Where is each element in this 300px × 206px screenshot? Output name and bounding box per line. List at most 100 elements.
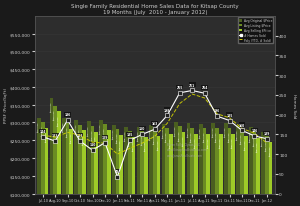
Bar <box>165 129 169 206</box>
Text: $281,000: $281,000 <box>116 132 119 143</box>
Text: $284,000: $284,000 <box>45 131 47 142</box>
Text: $294,000: $294,000 <box>112 128 115 138</box>
Bar <box>50 98 53 206</box>
Text: $346,000: $346,000 <box>54 109 56 120</box>
Bar <box>57 112 61 206</box>
Bar <box>124 128 128 206</box>
Text: $301,000: $301,000 <box>42 125 44 136</box>
Text: $284,000: $284,000 <box>166 131 168 142</box>
Text: 196: 196 <box>214 109 220 113</box>
Text: $275,000: $275,000 <box>129 135 131 145</box>
Text: $308,000: $308,000 <box>75 123 77 133</box>
Bar <box>249 128 253 206</box>
Text: 110: 110 <box>89 143 96 147</box>
Bar <box>41 123 45 206</box>
Text: $292,000: $292,000 <box>237 129 239 139</box>
Text: 43: 43 <box>115 169 119 173</box>
Bar <box>66 123 70 206</box>
Text: $286,000: $286,000 <box>250 131 252 141</box>
Bar <box>261 132 265 206</box>
Text: 135: 135 <box>127 133 133 137</box>
Text: 255: 255 <box>176 85 183 90</box>
Text: 261: 261 <box>189 83 195 87</box>
Bar <box>37 118 41 206</box>
Text: $288,000: $288,000 <box>138 130 140 140</box>
Bar <box>265 137 269 206</box>
Bar <box>244 136 247 206</box>
Text: $283,000: $283,000 <box>70 132 72 142</box>
Text: $268,000: $268,000 <box>220 137 222 147</box>
Text: 133: 133 <box>52 133 58 138</box>
Title: Single Family Residential Home Sales Data for Kitsap County
19 Months (July  201: Single Family Residential Home Sales Dat… <box>71 4 238 15</box>
Bar <box>178 127 181 206</box>
Bar <box>112 125 116 206</box>
Bar <box>53 107 57 206</box>
Text: $313,000: $313,000 <box>38 121 40 131</box>
Text: 186: 186 <box>64 113 71 117</box>
Bar <box>253 132 256 206</box>
Text: $259,000: $259,000 <box>133 140 135 151</box>
Text: 160: 160 <box>239 123 245 127</box>
Text: $285,000: $285,000 <box>229 131 230 141</box>
Text: $273,000: $273,000 <box>262 135 264 146</box>
Text: $298,000: $298,000 <box>212 126 214 137</box>
Bar <box>119 136 123 206</box>
Bar <box>107 130 111 206</box>
Text: $289,000: $289,000 <box>179 130 181 140</box>
Bar <box>70 129 73 206</box>
Text: $263,000: $263,000 <box>245 139 247 149</box>
Text: 198: 198 <box>164 108 170 112</box>
Bar <box>137 127 140 206</box>
Text: $260,000: $260,000 <box>145 140 147 150</box>
Legend: Avg Original $Price, Avg Listing $Price, Avg Selling $Price, # Homes Sold, Poly : Avg Original $Price, Avg Listing $Price,… <box>238 18 273 43</box>
Text: $296,000: $296,000 <box>163 127 164 137</box>
Bar <box>174 122 178 206</box>
Text: $268,000: $268,000 <box>232 137 234 147</box>
Bar <box>256 138 260 206</box>
Text: $264,000: $264,000 <box>120 138 122 149</box>
Y-axis label: Homes Sold: Homes Sold <box>292 93 296 117</box>
Text: 185: 185 <box>226 113 233 117</box>
Bar <box>157 136 160 206</box>
Text: 163: 163 <box>152 122 158 126</box>
Bar <box>78 125 82 206</box>
Text: 144: 144 <box>40 129 46 133</box>
Bar <box>206 134 210 206</box>
Text: $273,000: $273,000 <box>182 135 184 146</box>
Text: 150: 150 <box>139 127 146 131</box>
Bar <box>45 129 48 206</box>
Text: $285,000: $285,000 <box>191 131 193 141</box>
Bar <box>140 131 144 206</box>
Y-axis label: PPSF (Price/SqFt): PPSF (Price/SqFt) <box>4 88 8 123</box>
Bar <box>116 130 119 206</box>
Text: $273,000: $273,000 <box>95 135 97 146</box>
Text: $298,000: $298,000 <box>225 126 227 137</box>
Bar <box>269 142 272 206</box>
Bar <box>236 126 240 206</box>
Text: $312,000: $312,000 <box>63 122 65 132</box>
Text: $303,000: $303,000 <box>88 125 90 135</box>
Bar <box>149 126 153 206</box>
Text: $290,000: $290,000 <box>92 129 94 140</box>
Bar <box>215 128 219 206</box>
Text: $308,000: $308,000 <box>100 123 102 133</box>
Bar <box>212 124 215 206</box>
Bar <box>74 120 78 206</box>
Bar <box>99 120 103 206</box>
Text: $276,000: $276,000 <box>141 134 143 145</box>
Bar <box>132 137 136 206</box>
Text: $287,000: $287,000 <box>125 130 127 141</box>
Bar <box>82 131 86 206</box>
Text: $294,000: $294,000 <box>79 128 81 138</box>
Bar <box>240 130 244 206</box>
Bar <box>194 134 198 206</box>
Bar <box>228 128 231 206</box>
Bar <box>224 124 228 206</box>
Text: $257,000: $257,000 <box>257 141 259 151</box>
Text: $269,000: $269,000 <box>195 137 197 147</box>
Text: $284,000: $284,000 <box>204 131 206 142</box>
Text: 146: 146 <box>251 129 257 132</box>
Text: $296,000: $296,000 <box>104 127 106 137</box>
Bar <box>103 124 107 206</box>
Bar <box>91 126 94 206</box>
